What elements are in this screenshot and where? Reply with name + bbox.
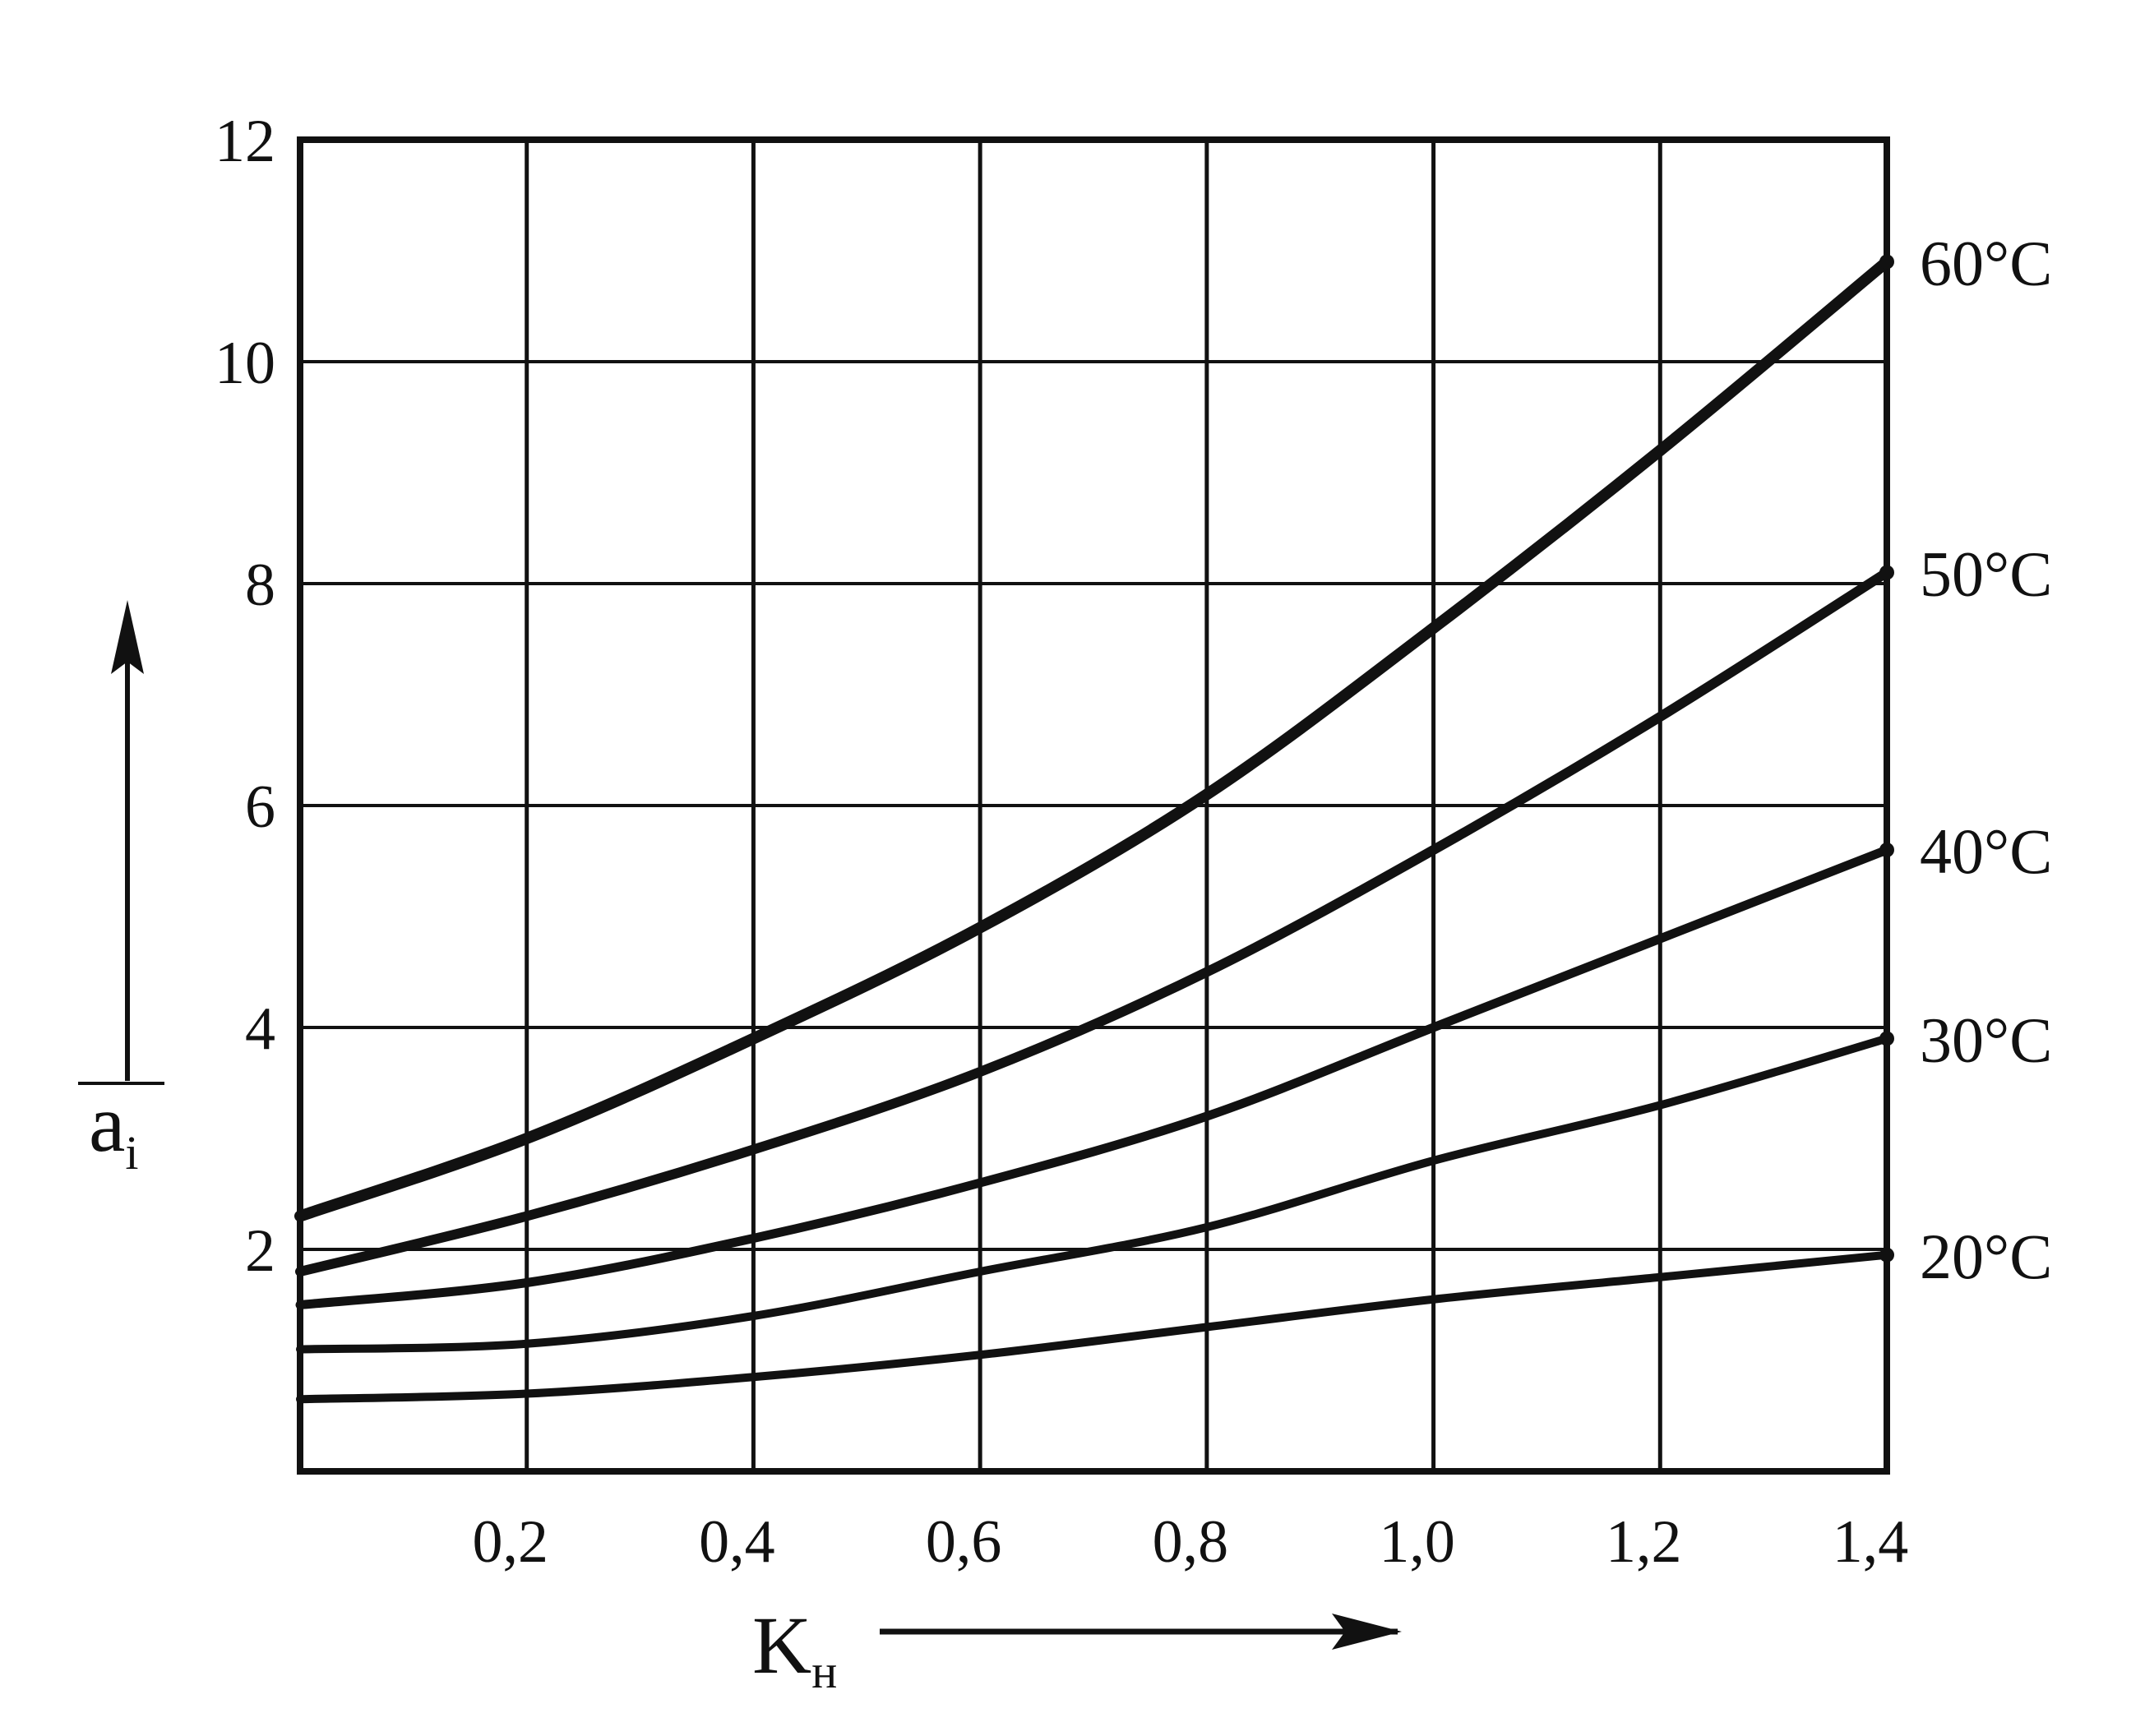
x-axis-subscript: н — [811, 1645, 837, 1698]
x-tick-label: 1,2 — [1606, 1508, 1682, 1576]
x-tick-label: 0,2 — [472, 1508, 548, 1576]
series-endpoint — [1879, 1247, 1894, 1263]
series-line — [295, 567, 1892, 1277]
plot-frame — [297, 136, 1890, 1475]
x-tick-labels: 0,2 0,4 0,6 0,8 1,0 1,2 1,4 — [472, 1508, 1908, 1576]
series-label: 30°C — [1920, 1004, 2052, 1076]
x-tick-label: 0,4 — [699, 1508, 775, 1576]
y-axis-subscript: i — [125, 1126, 138, 1180]
x-axis-label: Kн — [752, 1600, 837, 1698]
series-labels: 60°C 50°C 40°C 30°C 20°C — [1920, 228, 2052, 1292]
y-axis-symbol: a — [89, 1078, 125, 1169]
series-line — [296, 1034, 1891, 1354]
series-endpoint — [1879, 254, 1894, 270]
y-tick-label: 10 — [215, 330, 275, 397]
y-tick-labels: 2 4 6 8 10 12 — [215, 108, 275, 1285]
x-tick-label: 0,6 — [926, 1508, 1002, 1576]
series-line — [296, 1250, 1891, 1404]
series-group — [294, 254, 1894, 1404]
series-line — [295, 845, 1892, 1309]
series-endpoint — [1879, 843, 1894, 857]
y-tick-label: 4 — [245, 995, 275, 1063]
series-line — [294, 256, 1893, 1222]
x-axis-symbol: K — [752, 1600, 811, 1691]
series-label: 60°C — [1920, 228, 2052, 299]
series-label: 50°C — [1920, 538, 2052, 610]
y-axis-arrow-head — [111, 600, 144, 674]
y-tick-label: 2 — [245, 1217, 275, 1285]
x-tick-label: 1,4 — [1833, 1508, 1909, 1576]
series-label: 20°C — [1920, 1221, 2052, 1292]
y-tick-label: 8 — [245, 552, 275, 619]
y-tick-label: 12 — [215, 108, 275, 175]
x-tick-label: 0,8 — [1153, 1508, 1229, 1576]
series-endpoint — [1879, 1031, 1894, 1046]
y-tick-label: 6 — [245, 773, 275, 841]
grid — [300, 138, 1889, 1471]
x-axis-arrow-head — [1332, 1614, 1402, 1650]
series-endpoint — [1879, 565, 1894, 580]
y-axis-label: ai — [89, 1078, 139, 1180]
series-label: 40°C — [1920, 815, 2052, 887]
x-tick-label: 1,0 — [1379, 1508, 1455, 1576]
